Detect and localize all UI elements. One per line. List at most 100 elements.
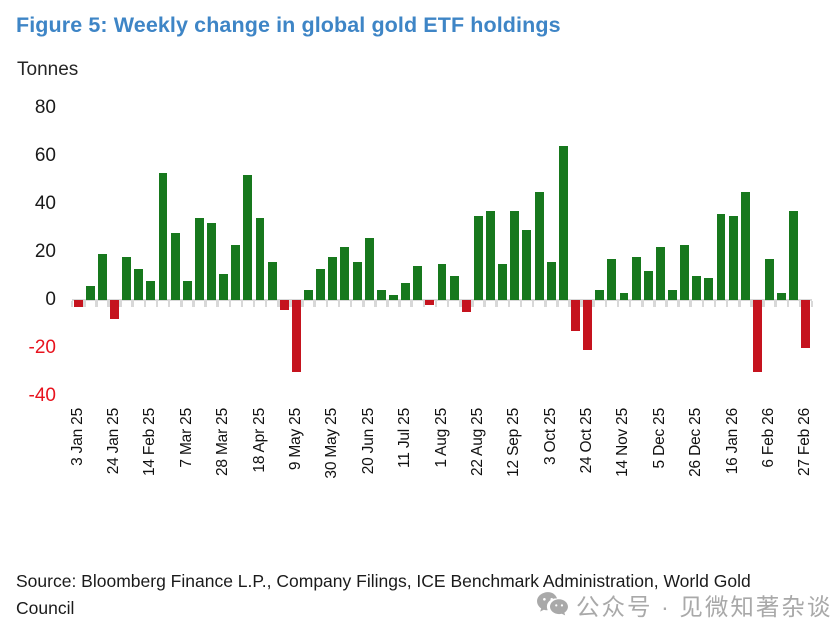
x-tick-label: 22 Aug 25	[468, 408, 486, 477]
bar-positive	[777, 292, 787, 300]
x-axis-tick	[507, 301, 511, 307]
x-tick-label: 14 Feb 25	[141, 408, 159, 477]
bar-positive	[546, 261, 556, 300]
x-tick-label: 7 Mar 25	[177, 408, 195, 468]
x-axis-tick	[70, 301, 74, 307]
x-axis-tick	[483, 301, 486, 307]
y-tick-label: 40	[34, 193, 56, 214]
x-axis-tick	[689, 301, 693, 307]
bar-positive	[558, 146, 568, 300]
x-tick-label: 11 Jul 25	[396, 408, 414, 468]
x-axis-tick	[82, 301, 86, 307]
bar-positive	[158, 172, 168, 300]
figure-title: Figure 5: Weekly change in global gold E…	[16, 13, 561, 37]
bar-positive	[376, 290, 386, 300]
bar-positive	[364, 237, 374, 300]
bar-positive	[789, 211, 799, 300]
x-axis-tick	[107, 301, 110, 307]
x-axis-tick	[313, 301, 317, 307]
bar-positive	[740, 192, 750, 300]
bar-positive	[534, 192, 544, 300]
bar-negative	[583, 300, 593, 351]
watermark: 公众号 · 见微知著杂谈	[536, 588, 831, 622]
x-axis-tick	[653, 301, 656, 307]
x-tick-label: 16 Jan 26	[723, 408, 741, 475]
x-axis-tick	[774, 301, 777, 307]
bar-positive	[486, 211, 495, 300]
bar-positive	[449, 276, 459, 300]
bar-positive	[267, 261, 277, 300]
bar-positive	[619, 292, 629, 300]
bar-negative	[73, 300, 83, 308]
x-axis-tick	[495, 301, 498, 307]
x-axis-tick	[179, 301, 183, 307]
x-tick-label: 26 Dec 25	[687, 408, 705, 477]
bar-positive	[510, 211, 520, 300]
x-tick-label: 3 Oct 25	[541, 408, 559, 465]
x-tick-label: 12 Sep 25	[505, 408, 523, 477]
x-tick-label: 9 May 25	[286, 408, 304, 471]
x-tick-label: 20 Jun 25	[359, 408, 377, 475]
x-tick-label: 1 Aug 25	[432, 408, 450, 468]
watermark-text: 公众号 · 见微知著杂谈	[576, 594, 831, 620]
bar-positive	[498, 264, 508, 300]
x-axis-tick	[750, 301, 753, 307]
x-tick-label: 24 Jan 25	[104, 408, 122, 475]
x-axis-tick	[786, 301, 790, 307]
bar-positive	[97, 254, 107, 300]
source-note: Source: Bloomberg Finance L.P., Company …	[16, 571, 751, 618]
x-tick-label: 3 Jan 25	[68, 408, 86, 466]
x-tick-label: 24 Oct 25	[578, 408, 596, 474]
x-axis-tick	[628, 301, 632, 307]
x-axis-tick	[325, 301, 329, 307]
x-axis-tick	[192, 301, 195, 307]
x-axis-tick	[665, 301, 668, 307]
x-axis-tick	[446, 301, 450, 307]
x-axis-tick	[677, 301, 680, 307]
x-axis-tick	[95, 301, 98, 307]
bar-negative	[461, 300, 471, 312]
bar-positive	[219, 273, 229, 300]
x-axis-tick	[434, 301, 438, 307]
bar-positive	[146, 280, 156, 300]
x-axis-tick	[277, 301, 280, 307]
bar-negative	[109, 300, 119, 320]
bar-negative	[291, 300, 301, 372]
bar-positive	[389, 295, 398, 300]
bar-positive	[595, 290, 605, 300]
x-axis-tick	[713, 301, 717, 307]
x-axis-tick	[155, 301, 159, 307]
y-tick-label: -40	[28, 385, 56, 406]
x-axis-tick	[119, 301, 122, 307]
bar-negative	[570, 300, 580, 332]
bar-positive	[437, 264, 447, 300]
x-axis-tick	[604, 301, 608, 307]
x-axis-tick	[701, 301, 705, 307]
x-axis-tick	[531, 301, 535, 307]
wechat-icon	[537, 592, 568, 616]
bar-chart-plot-area: 80 60 40 20 0 -20 -40 3 Jan 25 24 Jan 25 14 Feb 2…	[28, 97, 814, 479]
bar-positive	[704, 278, 714, 300]
bar-positive	[473, 216, 483, 300]
bar-positive	[316, 268, 326, 300]
bar-positive	[607, 259, 617, 300]
x-axis-tick	[240, 301, 244, 307]
bar-positive	[231, 244, 241, 300]
x-tick-label: 28 Mar 25	[214, 408, 232, 476]
x-axis-tick	[458, 301, 462, 307]
bar-positive	[255, 218, 265, 300]
bar-negative	[752, 300, 762, 372]
bar-positive	[243, 175, 253, 300]
bar-positive	[170, 232, 180, 300]
x-tick-label: 27 Feb 26	[796, 408, 814, 477]
x-axis-tick	[337, 301, 341, 307]
x-axis-tick	[422, 301, 426, 307]
x-axis-tick	[131, 301, 135, 307]
bar-positive	[668, 290, 677, 300]
y-tick-label: 80	[34, 97, 56, 118]
y-tick-label: 60	[34, 145, 56, 166]
y-tick-label: 20	[34, 241, 56, 262]
bar-positive	[207, 223, 216, 300]
x-axis-tick	[556, 301, 559, 307]
x-axis-tick	[568, 301, 571, 307]
